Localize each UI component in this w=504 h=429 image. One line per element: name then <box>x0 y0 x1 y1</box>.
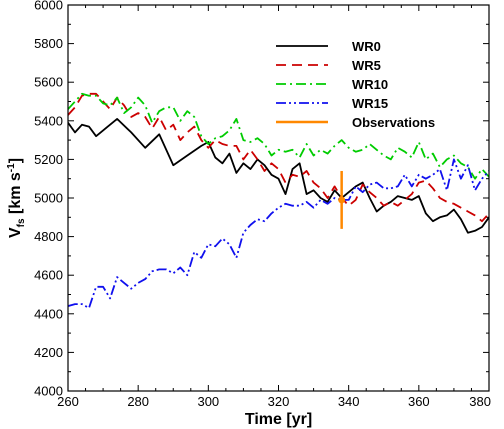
legend-label-wr0: WR0 <box>352 39 381 54</box>
y-tick-labels: 4000 4200 4400 4600 4800 5000 5200 5400 5600 5800… <box>34 0 63 399</box>
legend-label-observations: Observations <box>352 115 435 130</box>
y-tick-label: 5400 <box>34 113 63 128</box>
y-axis-title: Vfs [km s-1] <box>6 158 27 238</box>
series-line-wr15 <box>68 158 489 309</box>
y-tick-label: 4200 <box>34 345 63 360</box>
x-tick-label: 300 <box>197 394 219 409</box>
y-tick-label: 4400 <box>34 306 63 321</box>
legend-label-wr15: WR15 <box>352 96 388 111</box>
y-title-units: [km s <box>7 172 24 218</box>
y-tick-label: 5000 <box>34 191 63 206</box>
y-title-sub: fs <box>16 218 27 227</box>
y-title-sup: -1 <box>6 163 17 172</box>
y-title-main: V <box>7 227 24 238</box>
y-tick-label: 6000 <box>34 0 63 13</box>
legend: WR0 WR5 WR10 WR15 Observations <box>276 39 435 130</box>
y-title-close: ] <box>7 158 24 163</box>
x-tick-label: 380 <box>469 394 491 409</box>
x-tick-label: 260 <box>57 394 79 409</box>
x-tick-label: 320 <box>268 394 290 409</box>
y-tick-label: 4800 <box>34 229 63 244</box>
x-tick-labels: 260 280 300 320 340 360 380 <box>57 394 491 409</box>
observation-point <box>338 196 346 204</box>
axis-ticks <box>67 4 490 392</box>
x-tick-label: 280 <box>127 394 149 409</box>
y-tick-label: 5600 <box>34 75 63 90</box>
x-tick-label: 360 <box>408 394 430 409</box>
legend-label-wr10: WR10 <box>352 77 388 92</box>
plot-area <box>68 92 489 309</box>
x-axis-title: Time [yr] <box>245 411 312 428</box>
series-line-wr5 <box>68 92 489 223</box>
legend-label-wr5: WR5 <box>352 58 381 73</box>
y-tick-label: 5800 <box>34 36 63 51</box>
y-tick-label: 4600 <box>34 268 63 283</box>
series-line-wr10 <box>68 92 489 180</box>
y-tick-label: 5200 <box>34 152 63 167</box>
y-tick-label: 4000 <box>34 384 63 399</box>
x-tick-label: 340 <box>338 394 360 409</box>
plot-frame <box>67 4 490 392</box>
series-line-wr0 <box>68 118 489 234</box>
